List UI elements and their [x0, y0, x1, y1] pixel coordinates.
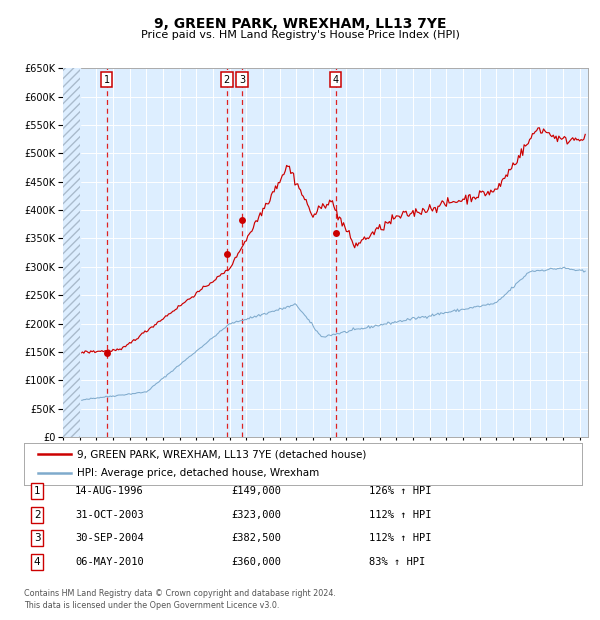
Text: 31-OCT-2003: 31-OCT-2003	[75, 510, 144, 520]
Bar	[63, 68, 80, 437]
Text: 112% ↑ HPI: 112% ↑ HPI	[369, 510, 431, 520]
Text: 9, GREEN PARK, WREXHAM, LL13 7YE: 9, GREEN PARK, WREXHAM, LL13 7YE	[154, 17, 446, 31]
Text: 112% ↑ HPI: 112% ↑ HPI	[369, 533, 431, 543]
Text: £360,000: £360,000	[231, 557, 281, 567]
Text: Price paid vs. HM Land Registry's House Price Index (HPI): Price paid vs. HM Land Registry's House …	[140, 30, 460, 40]
Text: 9, GREEN PARK, WREXHAM, LL13 7YE (detached house): 9, GREEN PARK, WREXHAM, LL13 7YE (detach…	[77, 449, 367, 459]
Text: Contains HM Land Registry data © Crown copyright and database right 2024.: Contains HM Land Registry data © Crown c…	[24, 589, 336, 598]
Bar	[63, 68, 80, 437]
Text: 2: 2	[224, 74, 230, 84]
Text: £323,000: £323,000	[231, 510, 281, 520]
Text: 1: 1	[104, 74, 110, 84]
Text: This data is licensed under the Open Government Licence v3.0.: This data is licensed under the Open Gov…	[24, 601, 280, 611]
Text: 4: 4	[332, 74, 338, 84]
Text: 06-MAY-2010: 06-MAY-2010	[75, 557, 144, 567]
Text: 14-AUG-1996: 14-AUG-1996	[75, 486, 144, 496]
Text: 30-SEP-2004: 30-SEP-2004	[75, 533, 144, 543]
Text: 3: 3	[239, 74, 245, 84]
Text: £382,500: £382,500	[231, 533, 281, 543]
Text: HPI: Average price, detached house, Wrexham: HPI: Average price, detached house, Wrex…	[77, 469, 319, 479]
Text: 1: 1	[34, 486, 41, 496]
Text: 126% ↑ HPI: 126% ↑ HPI	[369, 486, 431, 496]
Text: 83% ↑ HPI: 83% ↑ HPI	[369, 557, 425, 567]
Text: 2: 2	[34, 510, 41, 520]
Text: 4: 4	[34, 557, 41, 567]
Text: 3: 3	[34, 533, 41, 543]
Text: £149,000: £149,000	[231, 486, 281, 496]
